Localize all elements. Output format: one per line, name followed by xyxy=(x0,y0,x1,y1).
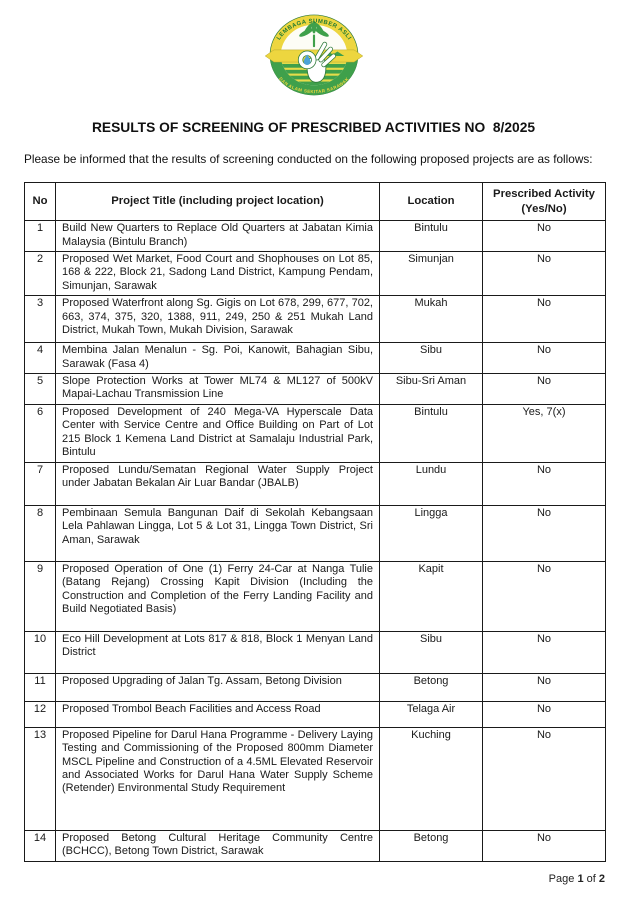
hand-icon xyxy=(297,41,336,83)
location-cell: Mukah xyxy=(379,295,483,344)
table-header: No Project Title (including project loca… xyxy=(24,182,606,222)
page-title: RESULTS OF SCREENING OF PRESCRIBED ACTIV… xyxy=(91,120,536,135)
location-cell: Sibu-Sri Aman xyxy=(379,372,483,405)
project-title-cell: Proposed Upgrading of Jalan Tg. Assam, B… xyxy=(55,672,380,702)
table-row: 12 Proposed Trombol Beach Facilities and … xyxy=(24,700,606,728)
prescribed-activity-cell: No xyxy=(482,250,606,297)
plant-icon xyxy=(298,20,329,48)
prescribed-activity-cell: Yes, 7(x) xyxy=(482,403,606,463)
table-row: 1 Build New Quarters to Replace Old Quart… xyxy=(24,220,606,252)
project-title-cell: Proposed Betong Cultural Heritage Commun… xyxy=(55,829,380,862)
project-title-cell: Slope Protection Works at Tower ML74 & M… xyxy=(55,372,380,405)
prescribed-activity-cell: No xyxy=(482,726,606,831)
project-title-cell: Proposed Trombol Beach Facilities and Ac… xyxy=(55,700,380,728)
prescribed-activity-cell: No xyxy=(482,295,606,344)
logo-container: LEMBAGA SUMBER ASLI DAN ALAM SEKITAR SAR… xyxy=(0,0,627,102)
location-cell: Kuching xyxy=(379,726,483,831)
location-cell: Simunjan xyxy=(379,250,483,297)
row-number-cell: 7 xyxy=(24,461,56,506)
project-title-cell: Proposed Lundu/Sematan Regional Water Su… xyxy=(55,461,380,506)
prescribed-activity-cell: No xyxy=(482,672,606,702)
prescribed-activity-cell: No xyxy=(482,829,606,862)
project-title-cell: Pembinaan Semula Bangunan Daif di Sekola… xyxy=(55,504,380,562)
screening-table-body: 1 Build New Quarters to Replace Old Quart… xyxy=(24,220,606,862)
location-cell: Betong xyxy=(379,829,483,862)
footer-page-label: Page xyxy=(548,872,575,885)
row-number-cell: 6 xyxy=(24,403,56,463)
prescribed-activity-cell: No xyxy=(482,700,606,728)
table-row: 7 Proposed Lundu/Sematan Regional Water S… xyxy=(24,461,606,506)
row-number-cell: 11 xyxy=(24,672,56,702)
screening-results-table: No Project Title (including project loca… xyxy=(24,182,606,862)
row-number-cell: 2 xyxy=(24,250,56,297)
table-row: 14 Proposed Betong Cultural Heritage Comm… xyxy=(24,829,606,862)
project-title-cell: Proposed Waterfront along Sg. Gigis on L… xyxy=(55,295,380,344)
project-title-cell: Proposed Wet Market, Food Court and Shop… xyxy=(55,250,380,297)
table-row: 9 Proposed Operation of One (1) Ferry 24-… xyxy=(24,560,606,632)
row-number-cell: 8 xyxy=(24,504,56,562)
footer-page-number: 1 xyxy=(577,872,584,885)
row-number-cell: 12 xyxy=(24,700,56,728)
row-number-cell: 4 xyxy=(24,342,56,374)
footer-separator: of xyxy=(586,872,596,885)
project-title-cell: Proposed Operation of One (1) Ferry 24-C… xyxy=(55,560,380,632)
table-row: 4 Membina Jalan Menalun - Sg. Poi, Kanowi… xyxy=(24,342,606,374)
header-prescribed-activity: Prescribed Activity (Yes/No) xyxy=(482,182,606,222)
location-cell: Kapit xyxy=(379,560,483,632)
location-cell: Sibu xyxy=(379,342,483,374)
header-location: Location xyxy=(379,182,483,222)
row-number-cell: 9 xyxy=(24,560,56,632)
prescribed-activity-cell: No xyxy=(482,630,606,674)
location-cell: Telaga Air xyxy=(379,700,483,728)
table-row: 6 Proposed Development of 240 Mega-VA Hyp… xyxy=(24,403,606,463)
lembaga-sumber-asli-logo: LEMBAGA SUMBER ASLI DAN ALAM SEKITAR SAR… xyxy=(264,14,363,96)
location-cell: Bintulu xyxy=(379,220,483,252)
header-project-title: Project Title (including project locatio… xyxy=(55,182,380,222)
row-number-cell: 3 xyxy=(24,295,56,344)
table-row: 3 Proposed Waterfront along Sg. Gigis on … xyxy=(24,295,606,344)
prescribed-activity-cell: No xyxy=(482,504,606,562)
prescribed-activity-cell: No xyxy=(482,461,606,506)
project-title-cell: Membina Jalan Menalun - Sg. Poi, Kanowit… xyxy=(55,342,380,374)
table-row: 2 Proposed Wet Market, Food Court and Sho… xyxy=(24,250,606,297)
location-cell: Lingga xyxy=(379,504,483,562)
table-row: 11 Proposed Upgrading of Jalan Tg. Assam,… xyxy=(24,672,606,702)
prescribed-activity-cell: No xyxy=(482,220,606,252)
prescribed-activity-cell: No xyxy=(482,342,606,374)
project-title-cell: Proposed Pipeline for Darul Hana Program… xyxy=(55,726,380,831)
prescribed-activity-cell: No xyxy=(482,372,606,405)
location-cell: Lundu xyxy=(379,461,483,506)
project-title-cell: Build New Quarters to Replace Old Quarte… xyxy=(55,220,380,252)
row-number-cell: 10 xyxy=(24,630,56,674)
header-no: No xyxy=(24,182,56,222)
prescribed-activity-cell: No xyxy=(482,560,606,632)
location-cell: Betong xyxy=(379,672,483,702)
project-title-cell: Proposed Development of 240 Mega-VA Hype… xyxy=(55,403,380,463)
row-number-cell: 13 xyxy=(24,726,56,831)
page-footer: Page 1 of 2 xyxy=(0,873,605,885)
project-title-cell: Eco Hill Development at Lots 817 & 818, … xyxy=(55,630,380,674)
row-number-cell: 1 xyxy=(24,220,56,252)
table-row: 13 Proposed Pipeline for Darul Hana Progr… xyxy=(24,726,606,831)
footer-total-pages: 2 xyxy=(598,872,605,885)
row-number-cell: 14 xyxy=(24,829,56,862)
water-drop-icon xyxy=(303,54,310,66)
row-number-cell: 5 xyxy=(24,372,56,405)
location-cell: Bintulu xyxy=(379,403,483,463)
table-row: 8 Pembinaan Semula Bangunan Daif di Sekol… xyxy=(24,504,606,562)
intro-paragraph: Please be informed that the results of s… xyxy=(24,152,593,166)
location-cell: Sibu xyxy=(379,630,483,674)
table-row: 5 Slope Protection Works at Tower ML74 & … xyxy=(24,372,606,405)
table-row: 10 Eco Hill Development at Lots 817 & 818… xyxy=(24,630,606,674)
